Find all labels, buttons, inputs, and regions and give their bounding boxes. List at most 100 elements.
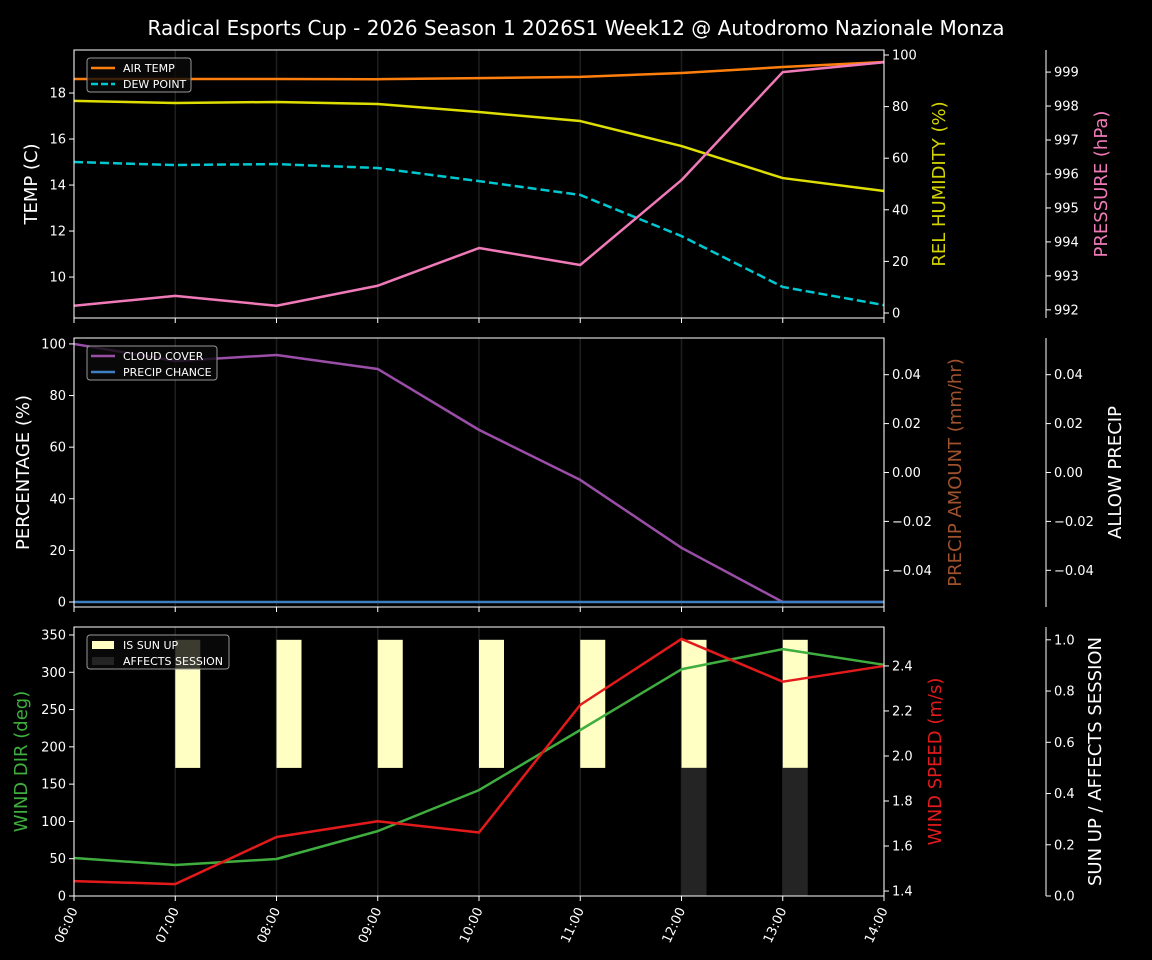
- y-tick-label: 0: [58, 595, 66, 610]
- x-tick-label: 06:00: [52, 905, 81, 945]
- y-tick-label: 80: [892, 100, 909, 115]
- axis-label-left: TEMP (C): [21, 143, 42, 225]
- y-tick-label: 997: [1054, 134, 1079, 149]
- y-tick-label: 100: [41, 815, 66, 830]
- y-tick-label: 40: [892, 203, 909, 218]
- y-tick-label: 60: [892, 152, 909, 167]
- bar-is-sun-up: [681, 639, 707, 768]
- bar-affects-session: [782, 767, 808, 896]
- y-tick-label: 0.2: [1054, 838, 1075, 853]
- y-tick-label: 0.00: [892, 466, 921, 481]
- y-tick-label: 18: [49, 87, 66, 102]
- y-tick-label: 0: [892, 306, 900, 321]
- y-tick-label: 995: [1054, 201, 1079, 216]
- y-tick-label: 992: [1054, 303, 1079, 318]
- y-tick-label: 994: [1054, 235, 1079, 250]
- legend: CLOUD COVER PRECIP CHANCE: [86, 345, 218, 381]
- y-tick-label: 12: [49, 225, 66, 240]
- series-line-right: [73, 637, 885, 886]
- legend-box: [86, 345, 218, 381]
- axis-label-right: REL HUMIDITY (%): [929, 101, 950, 266]
- legend: AIR TEMP DEW POINT: [86, 57, 192, 93]
- y-tick-label: 200: [41, 740, 66, 755]
- y-tick-label: 1.8: [892, 795, 913, 810]
- y-tick-label: 80: [49, 389, 66, 404]
- x-tick-label: 07:00: [153, 905, 182, 945]
- legend-label: PRECIP CHANCE: [123, 366, 212, 379]
- y-tick-label: 993: [1054, 269, 1079, 284]
- axis-label-right: WIND SPEED (m/s): [925, 678, 946, 846]
- y-tick-label: 350: [41, 628, 66, 643]
- panel-2: 0 20 40 60 80 100 PERCENTAGE (%) −0.04 −0.02 0.00…: [13, 337, 1126, 612]
- y-tick-label: 20: [892, 255, 909, 270]
- y-tick-label: 1.0: [1054, 633, 1075, 648]
- legend-box: [86, 634, 230, 670]
- y-tick-label: −0.04: [892, 564, 932, 579]
- axis-label-right: PRECIP AMOUNT (mm/hr): [945, 358, 966, 587]
- y-tick-label: 10: [49, 271, 66, 286]
- legend-label: CLOUD COVER: [123, 350, 204, 363]
- y-tick-label: 0.02: [1054, 417, 1083, 432]
- y-tick-label: 0: [58, 890, 66, 905]
- y-tick-label: 2.2: [892, 704, 913, 719]
- panel-1: 10 12 14 16 18 TEMP (C) 0 20 40 60 80 100 REL HUMIDI…: [21, 49, 1112, 323]
- y-tick-label: 14: [49, 179, 66, 194]
- bar-is-sun-up: [782, 639, 808, 768]
- y-tick-label: 100: [892, 49, 917, 64]
- y-tick-label: 300: [41, 666, 66, 681]
- y-tick-label: 100: [41, 337, 66, 352]
- y-tick-label: 0.4: [1054, 787, 1075, 802]
- y-tick-label: 250: [41, 703, 66, 718]
- y-tick-label: 998: [1054, 100, 1079, 115]
- legend-label: IS SUN UP: [123, 639, 179, 652]
- x-tick-label: 08:00: [255, 905, 284, 945]
- axis-label-right2: ALLOW PRECIP: [1105, 406, 1126, 539]
- y-tick-label: 40: [49, 492, 66, 507]
- legend-label: DEW POINT: [123, 78, 187, 91]
- y-tick-label: −0.02: [1054, 515, 1094, 530]
- axis-label-right2: PRESSURE (hPa): [1091, 111, 1112, 258]
- y-tick-label: 150: [41, 778, 66, 793]
- series-line-right2: [73, 60, 885, 308]
- y-tick-label: 1.6: [892, 840, 913, 855]
- legend-swatch: [92, 657, 114, 665]
- y-tick-label: 2.4: [892, 659, 913, 674]
- y-tick-label: 0.8: [1054, 685, 1075, 700]
- legend-label: AFFECTS SESSION: [123, 655, 223, 668]
- series-line-right: [73, 99, 885, 193]
- y-tick-label: 2.0: [892, 749, 913, 764]
- y-tick-label: 1.4: [892, 885, 913, 900]
- axis-label-left: WIND DIR (deg): [11, 691, 32, 833]
- legend-swatch: [92, 641, 114, 649]
- y-tick-label: 60: [49, 441, 66, 456]
- x-tick-label: 13:00: [761, 905, 790, 945]
- x-tick-label: 09:00: [356, 905, 385, 945]
- x-tick-label: 12:00: [660, 905, 689, 945]
- bar-affects-session: [681, 767, 707, 896]
- bar-is-sun-up: [377, 639, 403, 768]
- bar-is-sun-up: [479, 639, 504, 768]
- y-tick-label: 999: [1054, 66, 1079, 81]
- chart-title: Radical Esports Cup - 2026 Season 1 2026…: [148, 16, 1005, 40]
- x-tick-label: 10:00: [457, 905, 486, 945]
- y-tick-label: 0.04: [892, 368, 921, 383]
- y-tick-label: 0.02: [892, 417, 921, 432]
- y-tick-label: 16: [49, 133, 66, 148]
- y-tick-label: −0.04: [1054, 564, 1094, 579]
- legend: IS SUN UP AFFECTS SESSION: [86, 634, 230, 670]
- y-tick-label: 50: [49, 852, 66, 867]
- series-line-left: [73, 647, 885, 867]
- y-tick-label: 996: [1054, 167, 1079, 182]
- y-tick-label: 0.04: [1054, 368, 1083, 383]
- series-line-air-temp: [74, 60, 885, 81]
- x-tick-label: 14:00: [862, 905, 891, 945]
- y-tick-label: −0.02: [892, 515, 932, 530]
- legend-label: AIR TEMP: [123, 62, 175, 75]
- y-tick-label: 20: [49, 544, 66, 559]
- series-line-dew-point: [73, 160, 885, 307]
- panel-3: 0 50 100 150 200 250 300 350 WIND DIR (deg) 1.4 1.…: [11, 626, 1106, 946]
- bar-is-sun-up: [580, 639, 606, 768]
- y-tick-label: 0.6: [1054, 736, 1075, 751]
- axis-label-right2: SUN UP / AFFECTS SESSION: [1085, 637, 1106, 886]
- x-tick-label: 11:00: [558, 905, 587, 945]
